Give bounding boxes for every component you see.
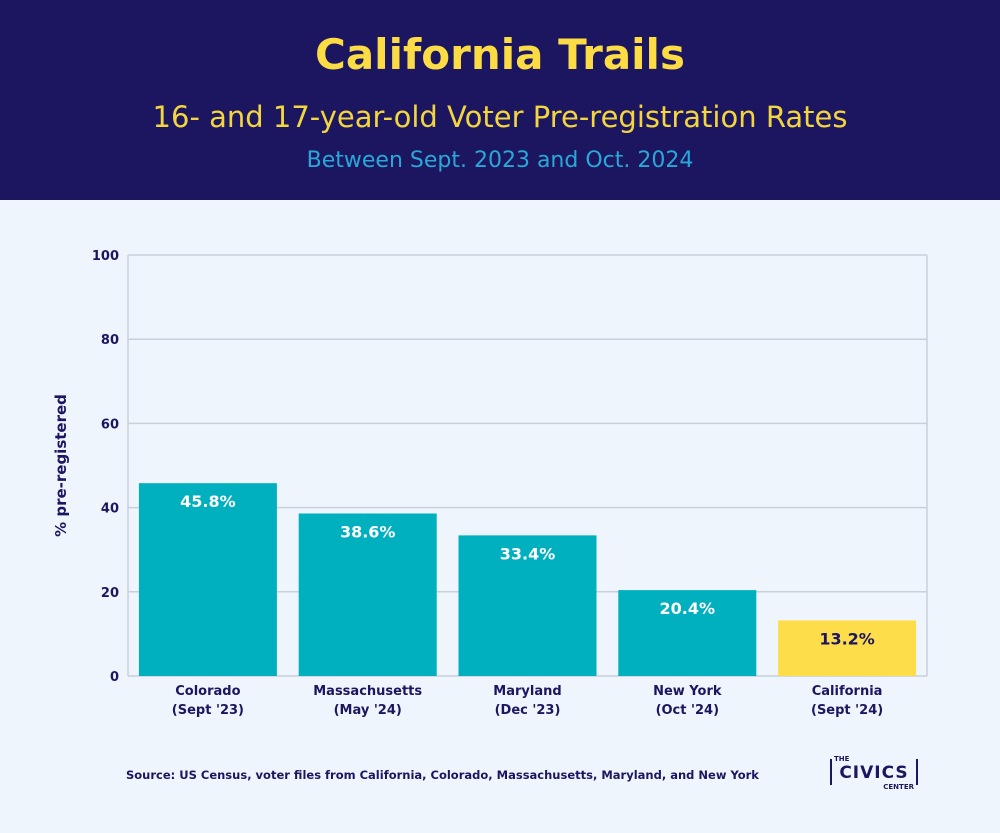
bar <box>778 620 917 676</box>
logo-the: THE <box>832 755 852 764</box>
logo-frame <box>830 759 918 785</box>
x-tick-label: California <box>812 684 883 699</box>
y-axis-ticks: 0 20 40 60 80 100 <box>92 249 119 685</box>
bar-value-label: 38.6% <box>340 522 396 541</box>
x-tick-label: (Sept '24) <box>811 703 883 718</box>
civics-center-logo: THE CIVICS CENTER <box>830 755 918 793</box>
bar <box>618 590 757 676</box>
x-tick-label: (Oct '24) <box>656 703 719 718</box>
x-tick-label: Maryland <box>493 684 561 699</box>
source-note: Source: US Census, voter files from Cali… <box>126 768 759 782</box>
bar-chart: 0 20 40 60 80 100 % pre-registered 45.8% 38.6%… <box>52 249 928 718</box>
date-range-subtitle: Between Sept. 2023 and Oct. 2024 <box>306 148 694 173</box>
x-tick-label: (May '24) <box>334 703 402 718</box>
x-tick-label: Colorado <box>175 684 240 699</box>
x-tick-label: New York <box>653 684 722 699</box>
logo-civics: CIVICS <box>839 763 909 783</box>
y-tick-label: 100 <box>92 249 119 264</box>
header-banner: California Trails 16- and 17-year-old Vo… <box>0 0 1000 200</box>
page-subtitle: 16- and 17-year-old Voter Pre-registrati… <box>152 100 848 134</box>
bar-value-label: 33.4% <box>500 544 556 563</box>
bar-value-label: 13.2% <box>819 629 875 648</box>
bar <box>458 535 597 676</box>
x-axis-ticks: Colorado (Sept '23) Massachusetts (May '24)… <box>172 684 883 718</box>
y-tick-label: 0 <box>110 670 119 685</box>
bar-value-label: 45.8% <box>180 492 236 511</box>
bar <box>138 483 277 676</box>
x-tick-label: (Sept '23) <box>172 703 244 718</box>
bars: 45.8% 38.6% 33.4% 20.4% 13.2% <box>138 483 917 676</box>
page-title: California Trails <box>315 30 685 79</box>
logo-center: CENTER <box>881 783 916 792</box>
y-tick-label: 80 <box>101 333 119 348</box>
x-tick-label: Massachusetts <box>313 684 422 699</box>
bar <box>298 513 437 676</box>
bar-value-label: 20.4% <box>660 599 716 618</box>
y-tick-label: 20 <box>101 586 119 601</box>
y-tick-label: 40 <box>101 502 119 517</box>
y-axis-label: % pre-registered <box>52 394 70 537</box>
x-tick-label: (Dec '23) <box>495 703 561 718</box>
y-tick-label: 60 <box>101 417 119 432</box>
